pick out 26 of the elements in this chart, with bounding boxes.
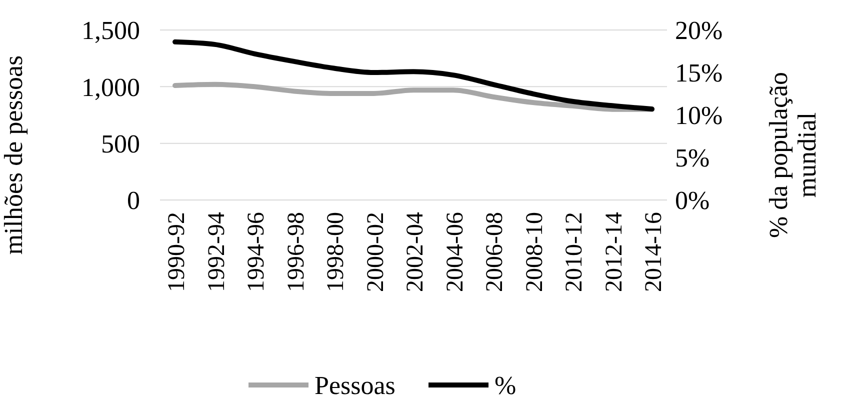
x-tick-label: 1996-98 <box>283 212 310 292</box>
legend-label: % <box>494 371 516 400</box>
y2-tick-label: 15% <box>675 58 723 88</box>
y-tick-label: 0 <box>127 186 140 216</box>
y-tick-label: 1,500 <box>82 16 140 46</box>
y2-axis-title: % da população mundial <box>764 72 822 238</box>
y-axis-title: milhões de pessoas <box>0 55 28 255</box>
x-tick-label: 2006-08 <box>482 212 508 292</box>
x-tick-label: 2004-06 <box>442 212 468 292</box>
y-tick-label: 500 <box>101 129 140 158</box>
x-tick-label: 1992-94 <box>204 212 230 292</box>
x-tick-label: 1994-96 <box>244 212 270 292</box>
y2-tick-label: 0% <box>675 186 710 216</box>
legend-label: Pessoas <box>314 371 396 400</box>
y2-tick-label: 10% <box>675 101 723 130</box>
x-tick-label: 2000-02 <box>362 212 389 292</box>
y2-tick-label: 5% <box>675 144 710 173</box>
x-tick-label: 1990-92 <box>164 212 190 292</box>
y-tick-label: 1,000 <box>82 72 140 102</box>
x-tick-label: 2014-16 <box>641 212 667 292</box>
x-tick-label: 2008-10 <box>522 212 548 292</box>
x-tick-label: 1998-00 <box>323 212 349 292</box>
y2-tick-label: 20% <box>675 16 723 46</box>
x-tick-label: 2012-14 <box>601 212 628 292</box>
x-tick-label: 2010-12 <box>562 212 588 292</box>
x-tick-label: 2002-04 <box>402 212 428 292</box>
